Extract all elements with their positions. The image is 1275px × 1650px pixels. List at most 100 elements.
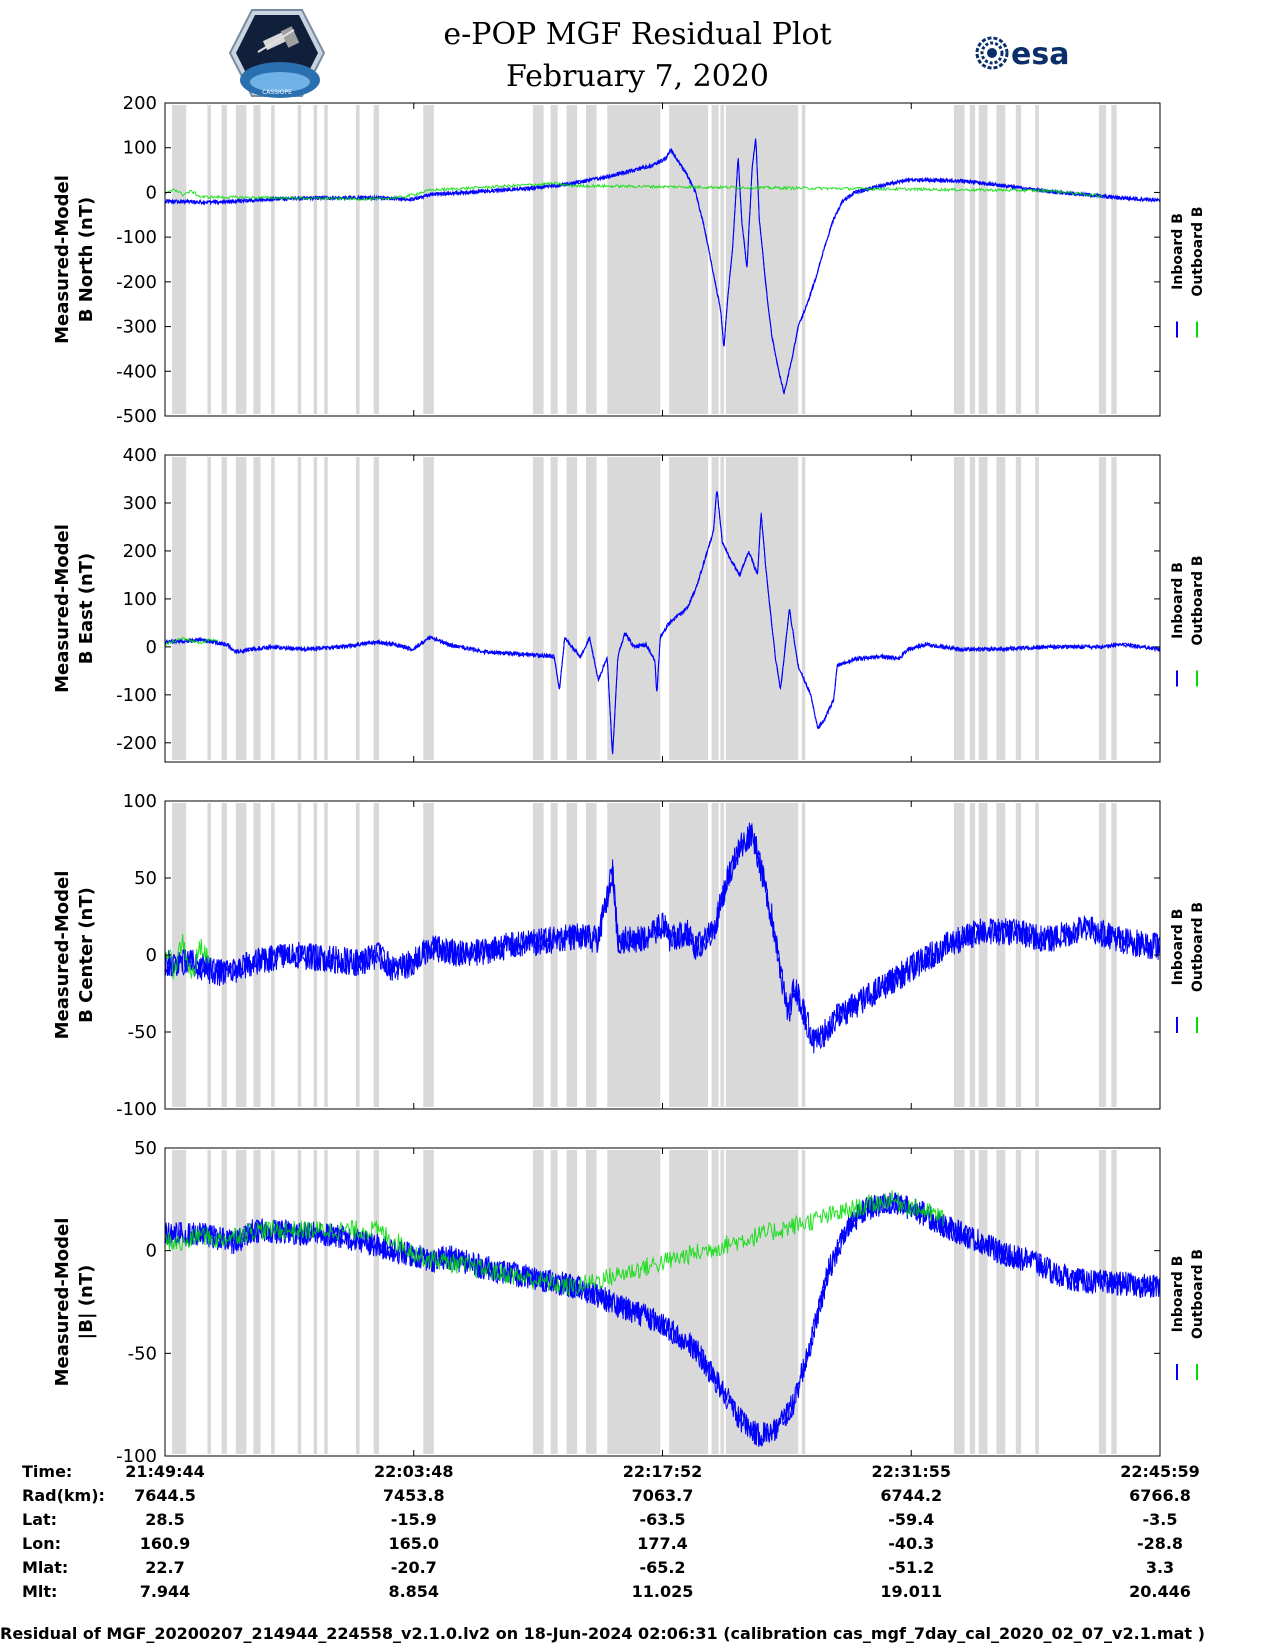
shaded-interval-6 <box>271 105 275 414</box>
shaded-interval-11 <box>373 1150 380 1454</box>
shaded-interval-25 <box>978 105 988 414</box>
info-value: 7644.5 <box>134 1486 196 1505</box>
info-value: 6744.2 <box>880 1486 943 1505</box>
series-lines <box>165 1190 1160 1448</box>
title-line-1: e-POP MGF Residual Plot <box>443 17 832 52</box>
info-value: -28.8 <box>1136 1534 1184 1553</box>
y-tick-label: -200 <box>116 272 157 293</box>
shaded-interval-1 <box>172 105 187 414</box>
shaded-interval-25 <box>978 1150 988 1454</box>
shaded-interval-29 <box>1098 457 1107 760</box>
shaded-interval-9 <box>324 105 328 414</box>
shaded-interval-2 <box>207 457 211 760</box>
series-outboard-b <box>165 636 219 647</box>
shaded-interval-7 <box>297 457 302 760</box>
shaded-interval-12 <box>423 105 434 414</box>
info-value: -65.2 <box>639 1558 686 1577</box>
legend-label-outboard: Outboard B <box>1190 206 1206 296</box>
series-lines <box>165 491 1160 755</box>
shaded-interval-24 <box>969 1150 976 1454</box>
shaded-interval-3 <box>221 105 227 414</box>
shaded-interval-24 <box>969 457 976 760</box>
shaded-interval-30 <box>1111 803 1117 1107</box>
shaded-interval-10 <box>356 105 360 414</box>
info-row-label: Lat: <box>22 1510 58 1529</box>
y-tick-label: -500 <box>116 406 157 427</box>
shaded-interval-13 <box>532 105 544 414</box>
y-tick-label: 0 <box>146 1241 157 1262</box>
shaded-interval-18 <box>669 105 709 414</box>
y-tick-label: 100 <box>123 791 157 812</box>
shaded-interval-26 <box>996 803 1006 1107</box>
shaded-interval-11 <box>373 457 380 760</box>
legend-label-outboard: Outboard B <box>1190 555 1206 645</box>
y-tick-label: 400 <box>123 445 157 466</box>
shaded-interval-28 <box>1035 105 1039 414</box>
info-value: -40.3 <box>888 1534 935 1553</box>
series-outboard-b <box>165 933 210 980</box>
shaded-interval-29 <box>1098 105 1107 414</box>
shaded-interval-5 <box>253 457 261 760</box>
shaded-interval-20 <box>720 1150 724 1454</box>
shaded-interval-8 <box>313 105 318 414</box>
shaded-interval-4 <box>235 1150 247 1454</box>
info-value: -3.5 <box>1142 1510 1178 1529</box>
shaded-interval-8 <box>313 457 318 760</box>
shaded-interval-9 <box>324 803 328 1107</box>
panel-4: 50 0 -50 -100 Measured-Model |B| (nT) Inboard … <box>52 1138 1206 1467</box>
shaded-interval-23 <box>953 1150 965 1454</box>
y-axis-label-line-2: |B| (nT) <box>76 1265 97 1340</box>
shaded-interval-14 <box>550 1150 558 1454</box>
shaded-interval-1 <box>172 1150 187 1454</box>
shaded-interval-16 <box>585 105 597 414</box>
shaded-interval-21 <box>725 457 799 760</box>
shaded-interval-25 <box>978 803 988 1107</box>
y-tick-label: -100 <box>116 227 157 248</box>
shaded-interval-12 <box>423 457 434 760</box>
y-tick-label: 100 <box>123 589 157 610</box>
shaded-interval-5 <box>253 803 261 1107</box>
info-row: Lat: 28.5 -15.9 -63.5 -59.4 -3.5 <box>22 1510 1252 1534</box>
shaded-interval-4 <box>235 457 247 760</box>
y-tick-label: -50 <box>128 1022 157 1043</box>
shaded-interval-26 <box>996 457 1006 760</box>
legend-label-inboard: Inboard B <box>1170 909 1186 986</box>
info-row: Time: 21:49:44 22:03:48 22:17:52 22:31:55 22:… <box>22 1462 1252 1486</box>
shaded-interval-2 <box>207 105 211 414</box>
shaded-interval-6 <box>271 1150 275 1454</box>
info-value: 22:31:55 <box>871 1462 952 1481</box>
shaded-interval-17 <box>607 1150 661 1454</box>
series-outboard-b <box>165 1190 944 1296</box>
shaded-interval-27 <box>1015 803 1022 1107</box>
legend: Inboard B Outboard B <box>1170 206 1206 338</box>
info-value: 21:49:44 <box>125 1462 205 1481</box>
shaded-interval-13 <box>532 803 544 1107</box>
y-tick-label: 300 <box>123 493 157 514</box>
shaded-interval-9 <box>324 457 328 760</box>
shaded-interval-22 <box>801 457 806 760</box>
info-row-label: Rad(km): <box>22 1486 105 1505</box>
shaded-interval-21 <box>725 1150 799 1454</box>
info-value: -59.4 <box>888 1510 935 1529</box>
y-tick-label: -200 <box>116 733 157 754</box>
panel-1: 200 100 0 -100 -200 -300 -400 -500 Measured-Mode… <box>52 93 1206 427</box>
shaded-interval-29 <box>1098 803 1107 1107</box>
title-line-2: February 7, 2020 <box>505 59 769 94</box>
shaded-interval-3 <box>221 803 227 1107</box>
info-value: 165.0 <box>388 1534 440 1553</box>
shaded-interval-23 <box>953 105 965 414</box>
shaded-intervals <box>172 457 1117 760</box>
shaded-interval-19 <box>711 1150 719 1454</box>
y-tick-label: 0 <box>146 945 157 966</box>
y-axis-label: Measured-Model B North (nT) <box>52 175 97 344</box>
shaded-interval-6 <box>271 457 275 760</box>
cassiope-logo: CASSIOPE <box>228 9 326 98</box>
shaded-interval-15 <box>566 457 578 760</box>
shaded-interval-22 <box>801 105 806 414</box>
info-value: 7063.7 <box>631 1486 694 1505</box>
info-value: 22:45:59 <box>1120 1462 1200 1481</box>
shaded-interval-28 <box>1035 1150 1039 1454</box>
shaded-interval-28 <box>1035 803 1039 1107</box>
legend: Inboard B Outboard B <box>1170 902 1206 1033</box>
